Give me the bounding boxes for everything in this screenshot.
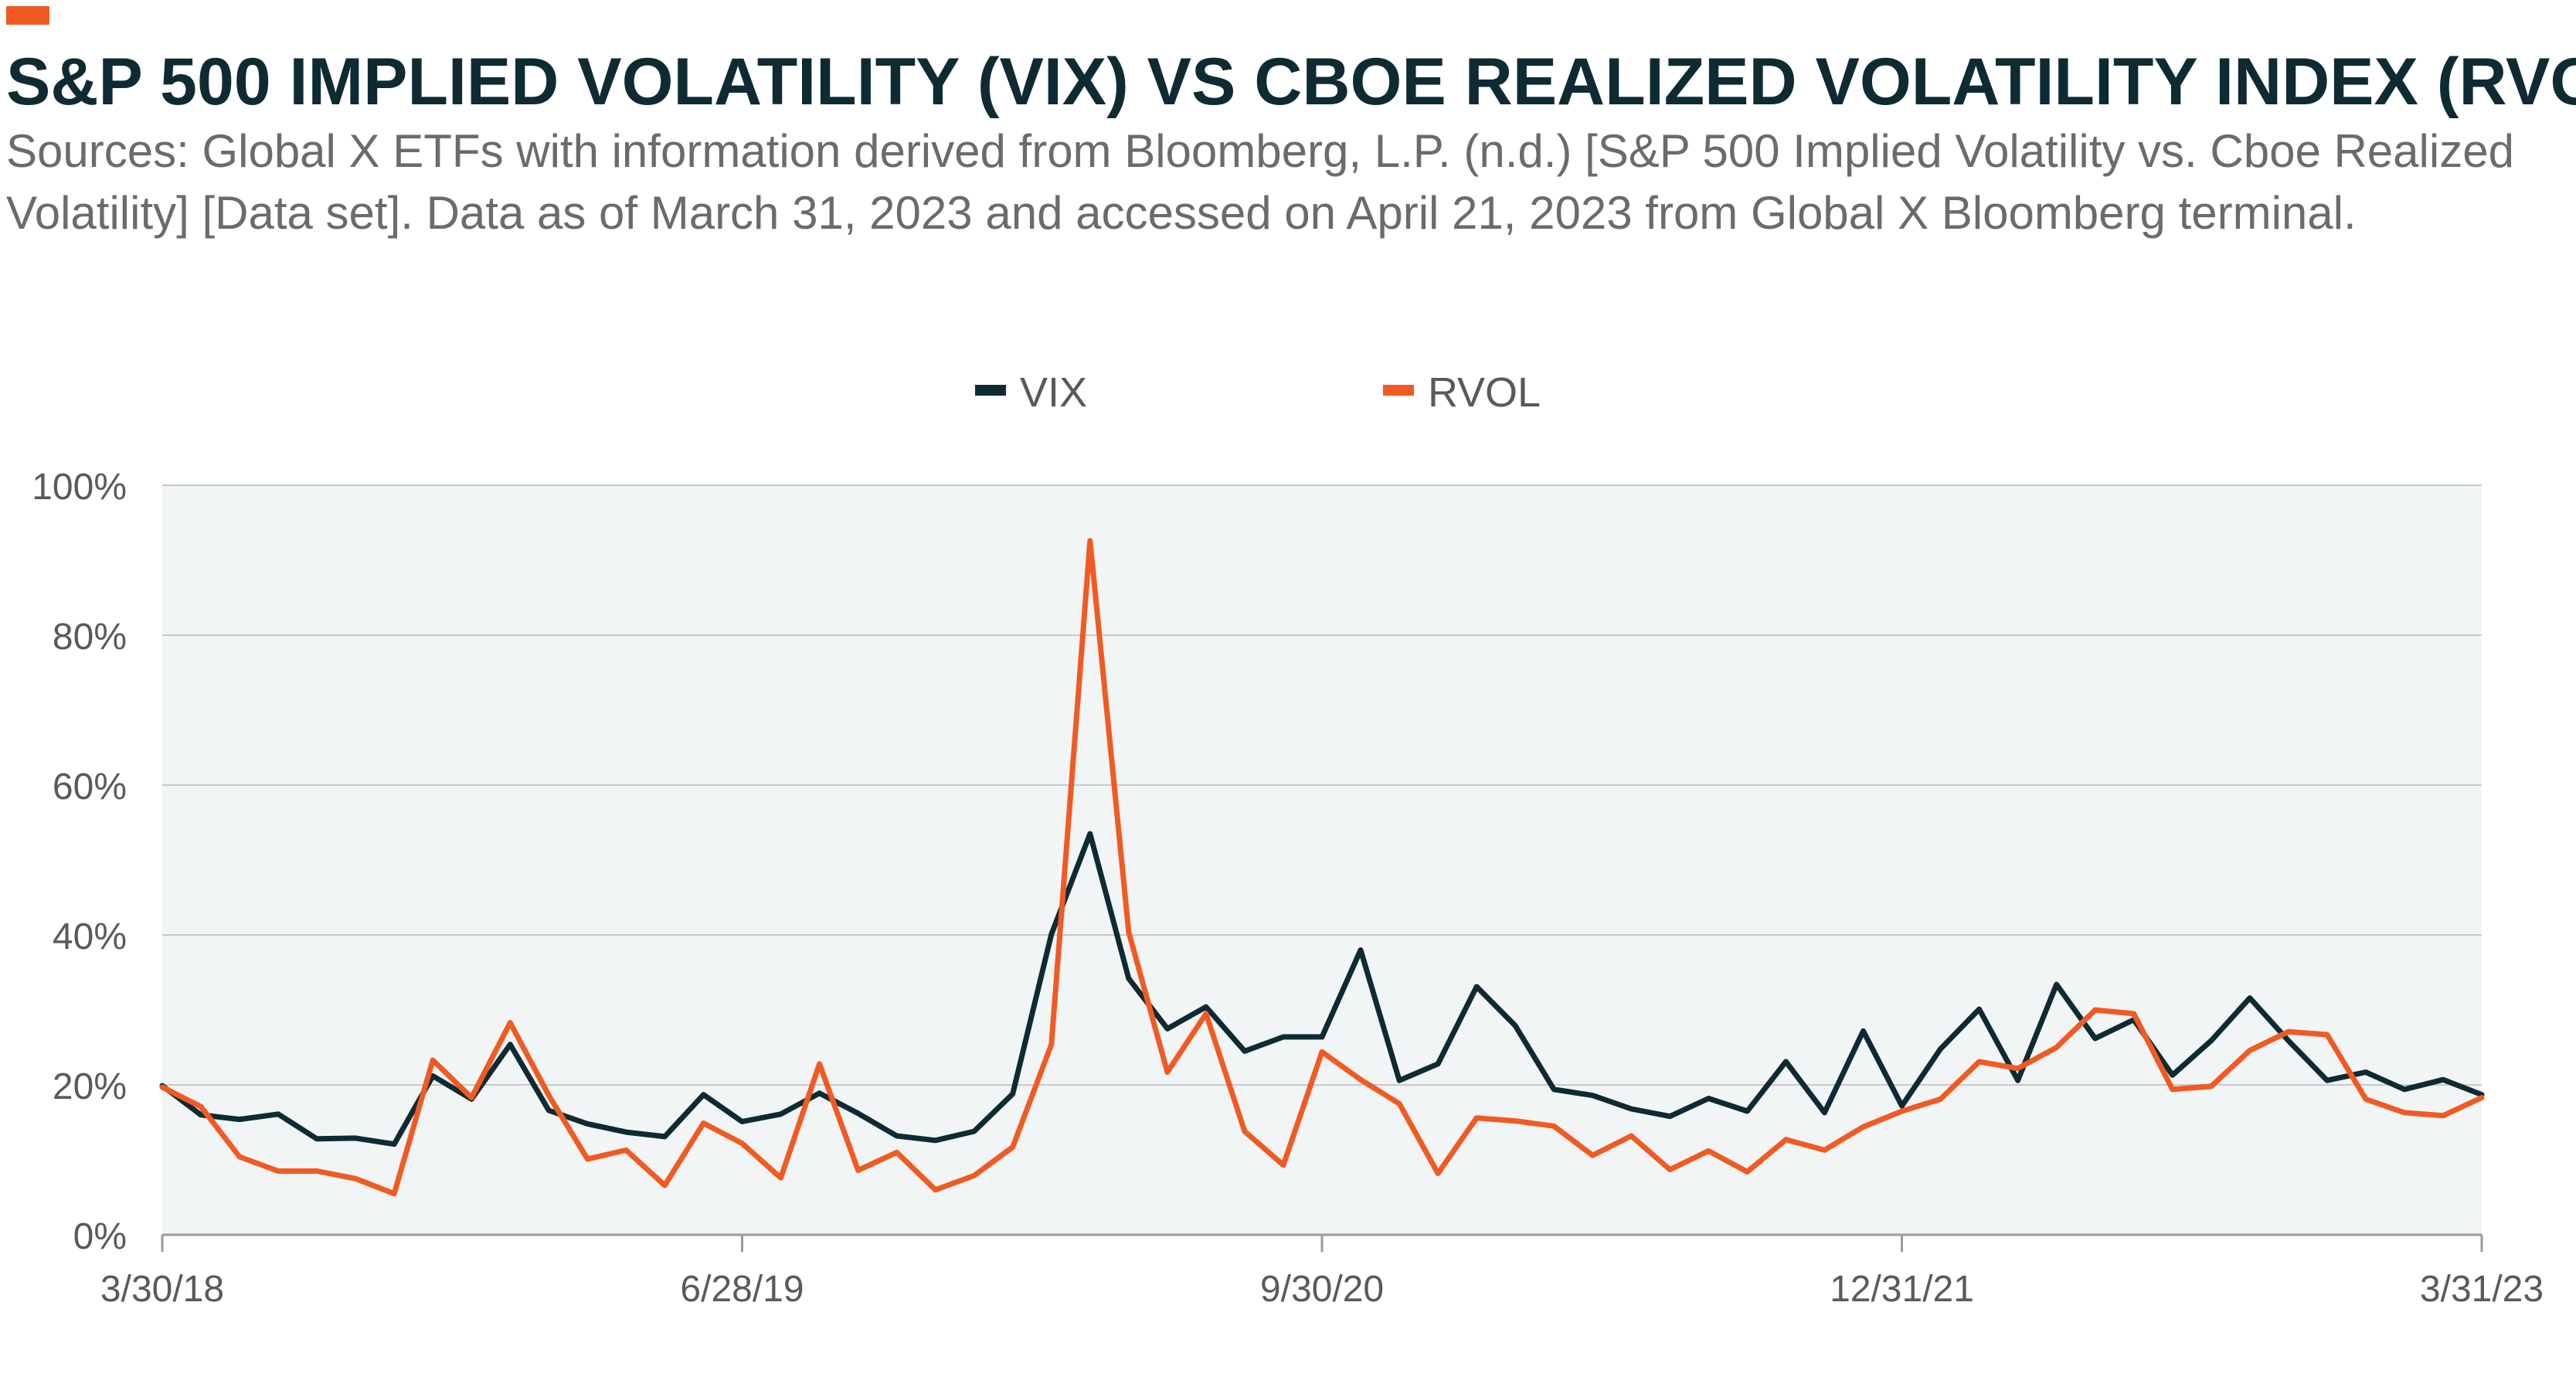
chart-title: S&P 500 IMPLIED VOLATILITY (VIX) VS CBOE… [6, 45, 2576, 119]
legend-swatch-vix [975, 385, 1006, 396]
x-tick-label: 9/30/20 [1260, 1269, 1384, 1310]
y-axis-tick-labels: 0% 20% 40% 60% 80% 100% [32, 467, 127, 1257]
x-tick-label: 3/30/18 [100, 1269, 224, 1310]
y-tick-label: 20% [53, 1066, 127, 1107]
x-tick-label: 3/31/23 [2420, 1269, 2544, 1310]
series-line-rvol [159, 538, 2485, 1197]
series-line-vix [159, 831, 2485, 1148]
y-tick-label: 40% [53, 916, 127, 957]
y-tick-label: 100% [32, 467, 127, 508]
plot-area [162, 485, 2482, 1235]
chart-source-note: Sources: Global X ETFs with information … [6, 125, 2514, 239]
x-axis: 3/30/18 6/28/19 9/30/20 12/31/21 3/31/23 [100, 1233, 2544, 1310]
accent-bar [6, 6, 49, 25]
x-tick-label: 12/31/21 [1830, 1269, 1974, 1310]
y-tick-label: 0% [73, 1216, 127, 1257]
legend-swatch-rvol [1383, 385, 1414, 396]
legend-label-rvol: RVOL [1428, 369, 1541, 416]
x-tick-label: 6/28/19 [680, 1269, 804, 1310]
legend: VIX RVOL [975, 369, 1541, 416]
y-tick-label: 60% [53, 767, 127, 808]
legend-label-vix: VIX [1020, 369, 1087, 416]
series-lines [159, 538, 2485, 1197]
y-tick-label: 80% [53, 617, 127, 658]
